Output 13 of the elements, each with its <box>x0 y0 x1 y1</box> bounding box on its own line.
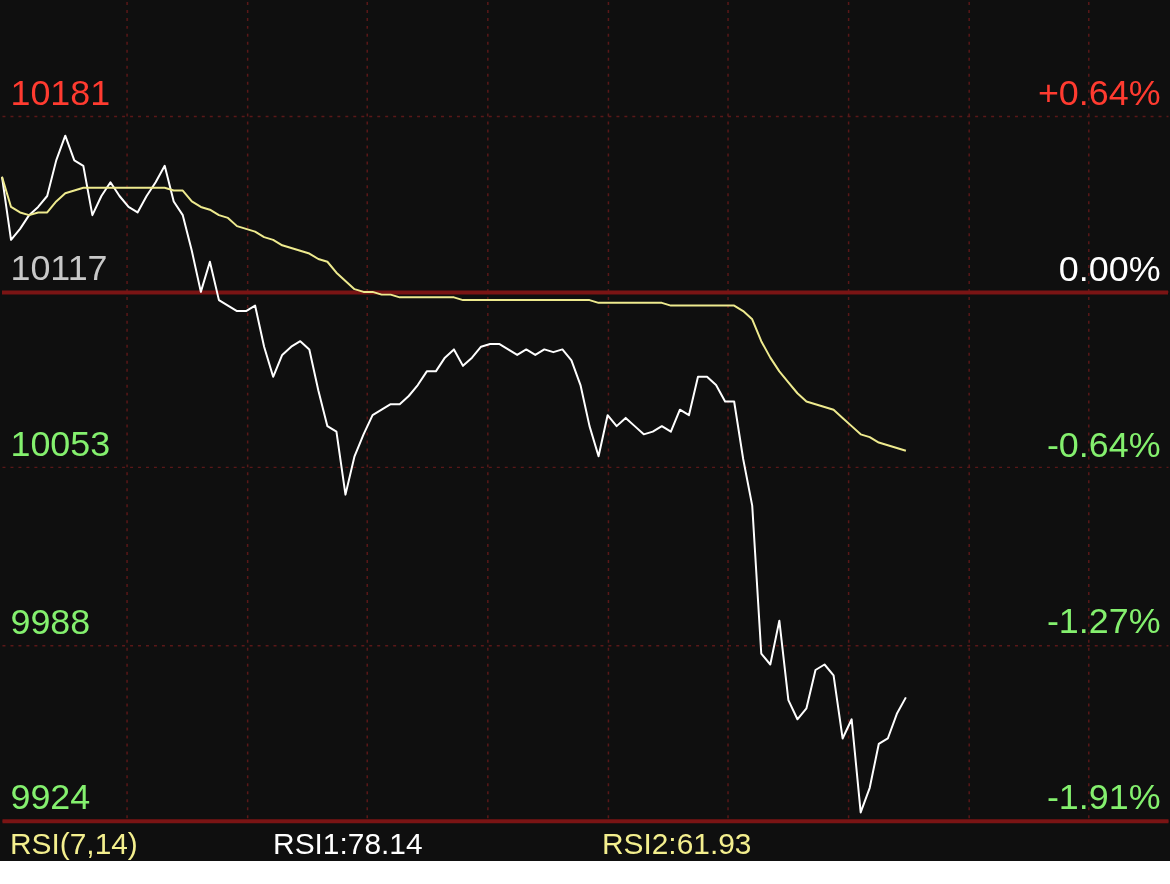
y2-tick-label: +0.64% <box>1037 73 1161 114</box>
y-tick-label: 10181 <box>10 73 111 114</box>
y-tick-label: 9988 <box>10 601 91 642</box>
y2-tick-label: -1.27% <box>1046 601 1161 642</box>
text: RSI(7,14) <box>9 826 138 860</box>
y-tick-label: 10117 <box>10 248 108 289</box>
y2-tick-label: -0.64% <box>1046 425 1161 466</box>
text: RSI2:61.93 <box>601 826 752 860</box>
text: RSI1:78.14 <box>273 826 423 860</box>
y2-tick-label: 0.00% <box>1058 249 1161 290</box>
y-tick-label: 10053 <box>10 423 111 464</box>
y2-tick-label: -1.91% <box>1046 777 1161 818</box>
y-tick-label: 9924 <box>10 777 91 818</box>
